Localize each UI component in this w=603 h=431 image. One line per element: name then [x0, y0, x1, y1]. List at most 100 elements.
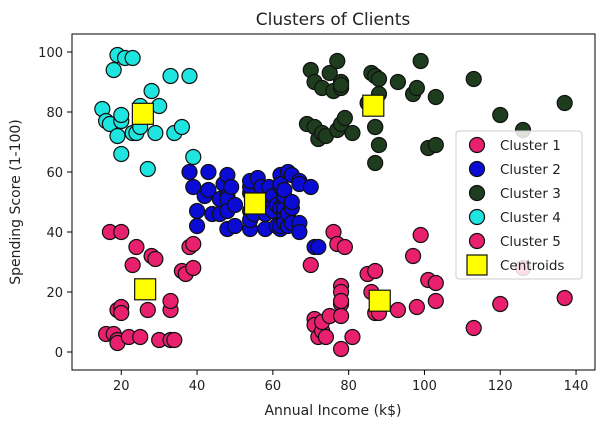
- axis-ticks: 20 40 60 80 100 120 140 0 20 40 60 80 100: [38, 46, 588, 394]
- data-point: [302, 256, 319, 274]
- data-point: [408, 298, 425, 316]
- data-point: [370, 136, 388, 154]
- y-tick-label: 40: [46, 226, 63, 241]
- data-point: [336, 109, 353, 127]
- x-tick-label: 20: [113, 379, 130, 394]
- data-point: [321, 64, 338, 82]
- series-cluster-1: [98, 223, 202, 352]
- legend-marker: [468, 208, 486, 226]
- data-point: [317, 328, 335, 346]
- data-point: [113, 304, 130, 322]
- legend-marker: [468, 136, 486, 154]
- data-point: [185, 259, 202, 277]
- data-point: [367, 118, 384, 136]
- y-axis-label: Spending Score (1-100): [8, 119, 24, 285]
- legend-label: Cluster 1: [500, 138, 561, 154]
- data-point: [143, 82, 160, 100]
- data-point: [276, 181, 293, 199]
- data-point: [492, 106, 509, 124]
- x-tick-label: 60: [265, 379, 282, 394]
- legend: Cluster 1 Cluster 2 Cluster 3 Cluster 4 Clus…: [455, 130, 583, 280]
- data-point: [404, 247, 422, 265]
- data-point: [427, 88, 444, 106]
- y-tick-label: 0: [55, 346, 63, 361]
- y-tick-label: 60: [46, 166, 63, 181]
- data-point: [412, 52, 429, 70]
- data-point: [427, 292, 444, 310]
- data-point: [162, 292, 179, 310]
- data-point: [283, 193, 300, 211]
- data-point: [128, 238, 145, 256]
- x-tick-label: 100: [412, 379, 437, 394]
- data-point: [465, 70, 482, 88]
- data-point: [105, 61, 122, 79]
- y-tick-label: 80: [46, 106, 63, 121]
- data-point: [226, 196, 244, 214]
- legend-label: Cluster 4: [500, 210, 561, 226]
- plot-area: [71, 33, 596, 371]
- centroid-marker: [362, 94, 385, 117]
- data-point: [147, 250, 164, 268]
- data-point: [185, 148, 202, 166]
- data-point: [344, 328, 361, 346]
- x-tick-label: 40: [189, 379, 206, 394]
- data-point: [370, 70, 388, 88]
- data-point: [185, 178, 202, 196]
- data-point: [332, 292, 350, 310]
- data-point: [344, 124, 361, 142]
- data-point: [147, 124, 164, 142]
- data-point: [139, 160, 156, 178]
- data-point: [113, 106, 130, 124]
- data-point: [408, 79, 425, 97]
- centroid-marker: [134, 278, 157, 301]
- data-point: [162, 67, 179, 85]
- data-point: [389, 301, 407, 319]
- data-point: [200, 163, 217, 181]
- data-point: [200, 181, 217, 199]
- data-point: [367, 262, 384, 280]
- y-tick-label: 100: [38, 46, 63, 61]
- data-point: [226, 217, 244, 235]
- data-point: [427, 136, 444, 154]
- data-point: [188, 217, 206, 235]
- data-point: [139, 301, 156, 319]
- data-point: [185, 235, 202, 253]
- data-point: [389, 73, 407, 91]
- y-tick-label: 20: [46, 286, 63, 301]
- data-point: [124, 256, 141, 274]
- legend-marker: [468, 232, 486, 250]
- chart-title: Clusters of Clients: [256, 10, 411, 30]
- data-point: [181, 67, 198, 85]
- legend-label: Centroids: [500, 258, 564, 274]
- legend-label: Cluster 5: [500, 234, 561, 250]
- data-point: [336, 238, 353, 256]
- x-tick-label: 80: [340, 379, 357, 394]
- data-point: [427, 274, 444, 292]
- data-point: [310, 238, 327, 256]
- legend-marker: [468, 160, 486, 178]
- series-cluster-5: [302, 223, 573, 358]
- data-point: [223, 178, 240, 196]
- data-point: [113, 145, 130, 163]
- data-point: [332, 76, 350, 94]
- centroid-marker: [243, 192, 267, 215]
- data-point: [556, 94, 573, 112]
- data-point: [166, 331, 183, 349]
- x-tick-label: 140: [564, 379, 589, 394]
- centroid-markers: [131, 94, 391, 312]
- data-point: [132, 328, 149, 346]
- data-point: [465, 319, 482, 337]
- series-cluster-2: [181, 163, 327, 256]
- legend-label: Cluster 2: [500, 162, 561, 178]
- data-point: [109, 127, 126, 145]
- data-point: [302, 178, 319, 196]
- x-axis-label: Annual Income (k$): [264, 403, 401, 419]
- data-point: [367, 154, 384, 172]
- data-point: [332, 340, 350, 358]
- data-point: [173, 118, 191, 136]
- legend-label: Cluster 3: [500, 186, 561, 202]
- data-point: [329, 52, 346, 70]
- x-tick-label: 120: [488, 379, 513, 394]
- data-point: [181, 163, 198, 181]
